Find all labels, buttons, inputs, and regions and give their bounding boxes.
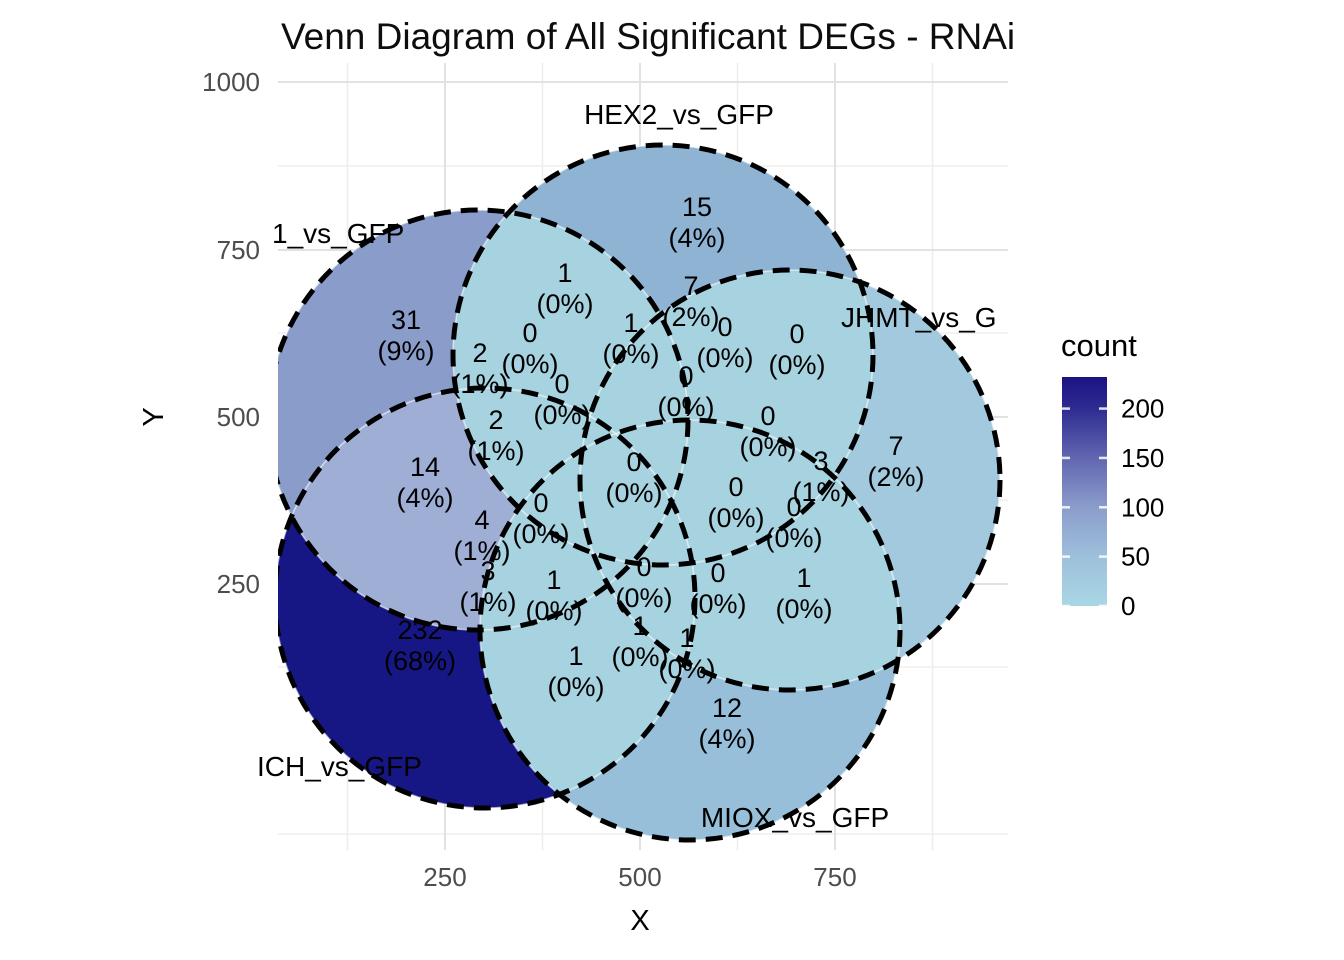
region-label: 4 (1%) <box>453 505 510 566</box>
region-label: 0 (0%) <box>765 492 822 553</box>
region-label: 0 (0%) <box>501 318 558 379</box>
region-label: 0 (0%) <box>615 552 672 613</box>
region-label: 0 (0%) <box>768 319 825 380</box>
region-label: 1 (0%) <box>547 641 604 702</box>
x-tick-label: 750 <box>813 862 856 892</box>
region-label: 12 (4%) <box>698 693 755 754</box>
set-label-miox: MIOX_vs_GFP <box>701 802 889 833</box>
legend-tick-label: 0 <box>1121 591 1135 621</box>
region-label: 0 (0%) <box>739 401 796 462</box>
region-label: 7 (2%) <box>662 271 719 332</box>
set-label-jhmt: JHMT_vs_G <box>841 302 997 333</box>
region-label: 2 (1%) <box>467 405 524 466</box>
x-tick-label: 250 <box>423 862 466 892</box>
region-label: 3 (1%) <box>792 446 849 507</box>
region-label: 1 (0%) <box>602 308 659 369</box>
region-label: 0 (0%) <box>605 447 662 508</box>
region-label: 0 (0%) <box>707 472 764 533</box>
set-labels: HEX2_vs_GFP 1_vs_GFP JHMT_vs_G ICH_vs_GFP MI… <box>257 99 997 833</box>
legend-tick-label: 50 <box>1121 542 1150 572</box>
legend-tick-label: 200 <box>1121 394 1164 424</box>
y-tick-label: 750 <box>217 235 260 265</box>
venn-outline-hex2 <box>450 142 876 568</box>
y-axis-title: Y <box>138 407 170 426</box>
region-label: 3 (1%) <box>459 556 516 617</box>
venn-outline-miox <box>477 417 903 843</box>
venn-outline-ich <box>278 385 698 811</box>
region-label: 0 (0%) <box>512 488 569 549</box>
x-tick-label: 500 <box>618 862 661 892</box>
y-tick-label: 1000 <box>202 67 260 97</box>
legend-tick-label: 100 <box>1121 492 1164 522</box>
x-axis-title: X <box>630 905 649 937</box>
region-label: 0 (0%) <box>689 558 746 619</box>
region-labels: 15 (4%)1 (0%)7 (2%)31 (9%)0 (0%)1 (0%)0 (0%)0 (0… <box>377 192 924 754</box>
legend-tick-label: 150 <box>1121 443 1164 473</box>
legend-title: count <box>1061 328 1137 363</box>
region-label: 0 (0%) <box>533 369 590 430</box>
legend-count: count 200 150 100 50 0 <box>1061 328 1164 621</box>
set-label-hex2: HEX2_vs_GFP <box>584 99 774 130</box>
region-label: 1 (0%) <box>536 258 593 319</box>
region-label: 1 (0%) <box>658 623 715 684</box>
region-label: 14 (4%) <box>396 452 453 513</box>
axes: 250 500 750 1000 750 500 250 X Y <box>138 67 857 937</box>
region-label: 7 (2%) <box>867 431 924 492</box>
set-label-one: 1_vs_GFP <box>272 218 404 249</box>
region-label: 0 (0%) <box>657 361 714 422</box>
region-label: 1 (0%) <box>775 563 832 624</box>
region-label: 31 (9%) <box>377 305 434 366</box>
set-label-ich: ICH_vs_GFP <box>257 751 422 782</box>
y-tick-label: 500 <box>217 402 260 432</box>
region-label: 0 (0%) <box>696 312 753 373</box>
region-label: 15 (4%) <box>668 192 725 253</box>
region-label: 2 (1%) <box>451 338 508 399</box>
region-label: 232 (68%) <box>384 615 456 676</box>
region-label: 1 (0%) <box>611 611 668 672</box>
chart-title: Venn Diagram of All Significant DEGs - R… <box>281 16 1016 57</box>
region-label: 1 (0%) <box>525 565 582 626</box>
y-tick-label: 250 <box>217 569 260 599</box>
venn-outline-jhmt <box>577 267 1003 693</box>
legend-gradient-bar <box>1062 377 1107 606</box>
